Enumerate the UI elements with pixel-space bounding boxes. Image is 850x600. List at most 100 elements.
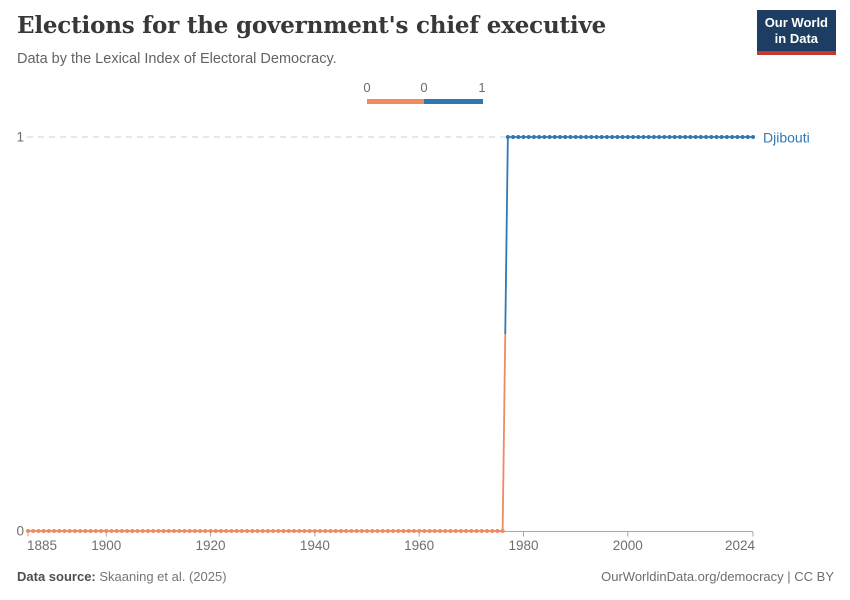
- data-point[interactable]: [547, 135, 552, 139]
- data-point[interactable]: [36, 529, 41, 533]
- data-point[interactable]: [182, 529, 187, 533]
- data-point[interactable]: [651, 135, 656, 139]
- data-point[interactable]: [328, 529, 333, 533]
- data-point[interactable]: [140, 529, 145, 533]
- data-point[interactable]: [573, 135, 578, 139]
- data-point[interactable]: [239, 529, 244, 533]
- data-point[interactable]: [271, 529, 276, 533]
- data-point[interactable]: [396, 529, 401, 533]
- data-point[interactable]: [625, 135, 630, 139]
- data-point[interactable]: [479, 529, 484, 533]
- data-point[interactable]: [177, 529, 182, 533]
- data-point[interactable]: [542, 135, 547, 139]
- data-point[interactable]: [438, 529, 443, 533]
- data-point[interactable]: [406, 529, 411, 533]
- data-point[interactable]: [281, 529, 286, 533]
- data-point[interactable]: [156, 529, 161, 533]
- data-point[interactable]: [109, 529, 114, 533]
- data-point[interactable]: [302, 529, 307, 533]
- data-point[interactable]: [151, 529, 156, 533]
- data-point[interactable]: [584, 135, 589, 139]
- data-point[interactable]: [265, 529, 270, 533]
- data-point[interactable]: [646, 135, 651, 139]
- data-point[interactable]: [677, 135, 682, 139]
- data-point[interactable]: [130, 529, 135, 533]
- data-point[interactable]: [57, 529, 62, 533]
- data-point[interactable]: [385, 529, 390, 533]
- data-point[interactable]: [615, 135, 620, 139]
- data-point[interactable]: [365, 529, 370, 533]
- data-point[interactable]: [672, 135, 677, 139]
- legend-segment-value0[interactable]: [367, 99, 424, 104]
- data-point[interactable]: [250, 529, 255, 533]
- data-point[interactable]: [714, 135, 719, 139]
- data-point[interactable]: [359, 529, 364, 533]
- data-point[interactable]: [172, 529, 177, 533]
- data-point[interactable]: [255, 529, 260, 533]
- data-point[interactable]: [683, 135, 688, 139]
- data-point[interactable]: [52, 529, 57, 533]
- data-point[interactable]: [735, 135, 740, 139]
- data-point[interactable]: [338, 529, 343, 533]
- data-point[interactable]: [114, 529, 119, 533]
- data-point[interactable]: [208, 529, 213, 533]
- data-point[interactable]: [349, 529, 354, 533]
- series-line-value0[interactable]: [28, 333, 507, 532]
- data-point[interactable]: [78, 529, 83, 533]
- data-point[interactable]: [730, 135, 735, 139]
- data-point[interactable]: [464, 529, 469, 533]
- data-point[interactable]: [495, 529, 500, 533]
- data-point[interactable]: [93, 529, 98, 533]
- data-point[interactable]: [312, 529, 317, 533]
- data-point[interactable]: [224, 529, 229, 533]
- data-point[interactable]: [620, 135, 625, 139]
- data-point[interactable]: [427, 529, 432, 533]
- data-point[interactable]: [72, 529, 77, 533]
- data-point[interactable]: [104, 529, 109, 533]
- data-point[interactable]: [198, 529, 203, 533]
- data-point[interactable]: [704, 135, 709, 139]
- data-point[interactable]: [422, 529, 427, 533]
- data-point[interactable]: [568, 135, 573, 139]
- data-point[interactable]: [688, 135, 693, 139]
- data-point[interactable]: [526, 135, 531, 139]
- data-point[interactable]: [391, 529, 396, 533]
- data-point[interactable]: [719, 135, 724, 139]
- data-point[interactable]: [31, 529, 36, 533]
- data-point[interactable]: [490, 529, 495, 533]
- data-point[interactable]: [599, 135, 604, 139]
- series-line-value1[interactable]: [504, 136, 753, 335]
- data-point[interactable]: [344, 529, 349, 533]
- data-point[interactable]: [594, 135, 599, 139]
- data-point[interactable]: [474, 529, 479, 533]
- data-point[interactable]: [292, 529, 297, 533]
- data-point[interactable]: [641, 135, 646, 139]
- data-point[interactable]: [260, 529, 265, 533]
- data-point[interactable]: [458, 529, 463, 533]
- data-point[interactable]: [333, 529, 338, 533]
- data-point[interactable]: [145, 529, 150, 533]
- data-point[interactable]: [469, 529, 474, 533]
- data-point[interactable]: [218, 529, 223, 533]
- data-point[interactable]: [187, 529, 192, 533]
- data-point[interactable]: [276, 529, 281, 533]
- data-point[interactable]: [610, 135, 615, 139]
- data-point[interactable]: [99, 529, 104, 533]
- data-point[interactable]: [740, 135, 745, 139]
- data-point[interactable]: [484, 529, 489, 533]
- data-point[interactable]: [229, 529, 234, 533]
- data-point[interactable]: [751, 135, 755, 139]
- entity-label[interactable]: Djibouti: [763, 130, 810, 146]
- data-point[interactable]: [709, 135, 714, 139]
- data-point[interactable]: [203, 529, 208, 533]
- data-point[interactable]: [448, 529, 453, 533]
- data-point[interactable]: [724, 135, 729, 139]
- data-point[interactable]: [323, 529, 328, 533]
- data-point[interactable]: [443, 529, 448, 533]
- data-point[interactable]: [41, 529, 46, 533]
- data-point[interactable]: [417, 529, 422, 533]
- data-point[interactable]: [125, 529, 130, 533]
- data-point[interactable]: [411, 529, 416, 533]
- data-point[interactable]: [46, 529, 51, 533]
- data-point[interactable]: [192, 529, 197, 533]
